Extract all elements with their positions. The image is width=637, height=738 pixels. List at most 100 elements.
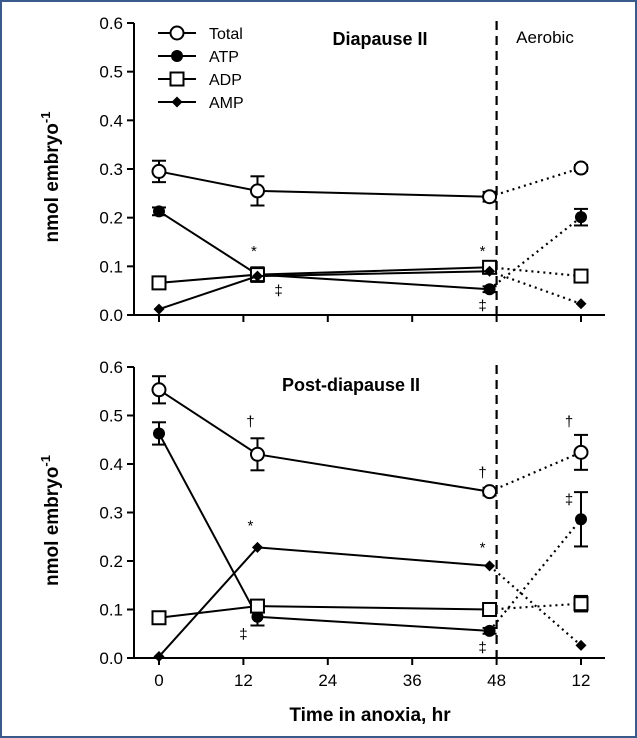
marker-filled-diamond [484,560,496,572]
marker-filled-diamond [153,303,165,315]
y-tick-label: 0.5 [99,63,123,82]
series-line [158,546,490,658]
series-line [158,170,490,198]
significance-mark: † [478,465,486,482]
x-tick-label: 12 [572,671,591,690]
marker-open-circle [249,446,265,462]
y-axis-label-sup: -1 [38,112,53,124]
series-recovery-line [488,565,582,647]
x-tick-label: 12 [234,671,253,690]
marker-open-circle [249,183,265,199]
marker-open-circle [169,25,185,41]
significance-mark: * [248,518,254,535]
y-tick-label: 0.2 [99,209,123,228]
legend-label: AMP [209,95,244,112]
significance-mark: * [251,243,257,260]
marker-filled-circle [251,610,264,623]
panel-title: Diapause II [332,29,427,49]
marker-filled-diamond [251,270,263,282]
marker-filled-circle [575,211,587,224]
y-tick-label: 0.5 [99,407,123,426]
y-tick-label: 0.6 [99,14,123,33]
marker-open-circle [482,484,498,500]
series-amp [153,541,587,663]
series-recovery-line [489,266,582,278]
marker-open-circle [151,382,167,398]
marker-open-circle [573,160,589,176]
series-recovery-line [488,216,582,291]
marker-filled-diamond [171,96,183,108]
series-recovery-line [489,270,582,305]
significance-mark: ‡ [565,491,573,508]
legend: Total ATP ADP AMP [158,25,244,112]
aerobic-label: Aerobic [516,28,574,47]
marker-open-circle [573,444,589,460]
marker-open-square [151,610,167,626]
series-line [158,270,490,311]
marker-filled-diamond [575,298,587,310]
marker-filled-diamond [153,651,165,663]
marker-filled-diamond [575,639,587,651]
marker-filled-diamond [484,265,496,277]
x-tick-label: 24 [318,671,337,690]
significance-mark: ‡ [239,626,247,643]
marker-open-square [573,268,589,284]
x-tick-label: 0 [154,671,163,690]
significance-mark: * [480,539,486,556]
series-recovery-line [489,451,582,493]
series-line [158,605,490,619]
marker-open-circle [482,189,498,205]
y-tick-label: 0.4 [99,111,123,130]
panel-title: Post-diapause II [282,375,420,395]
significance-mark: † [246,413,254,430]
significance-mark: * [480,243,486,260]
legend-label: ADP [209,72,242,89]
marker-filled-circle [575,513,587,526]
series-atp [152,421,588,637]
legend-label: Total [209,26,243,43]
y-axis-label: nmol embryo-1 [38,455,63,586]
marker-filled-circle [483,624,496,637]
x-tick-label: 48 [487,671,506,690]
y-axis-label-text: nmol embryo [42,467,63,586]
series-atp [152,205,588,296]
marker-filled-circle [483,283,496,296]
legend-label: ATP [209,49,239,66]
x-tick-label: 36 [403,671,422,690]
series-total [151,159,589,207]
marker-open-square [482,602,498,617]
y-tick-label: 0.4 [99,455,123,474]
series-recovery-line [489,166,582,198]
panel-2: 0.0 0.1 0.2 0.3 0.4 0.5 0.6 0 12 24 36 48 12 nmol emb… [38,358,605,690]
significance-mark: † [565,413,573,430]
series-amp [153,265,587,315]
marker-filled-circle [171,50,183,62]
significance-mark: ‡ [274,283,282,300]
panel-1: 0.0 0.1 0.2 0.3 0.4 0.5 0.6 nmol embryo-1 Diapau… [38,14,605,325]
y-axis-label-sup: -1 [38,455,53,467]
marker-open-square [573,596,589,612]
series-recovery-line [488,518,582,632]
marker-filled-circle [153,427,165,440]
x-axis-label: Time in anoxia, hr [289,705,451,726]
y-tick-label: 0.3 [99,504,123,523]
marker-open-square [169,71,185,87]
marker-open-circle [151,163,167,179]
series-line [158,210,490,291]
marker-filled-diamond [251,541,263,553]
significance-mark: ‡ [478,639,486,656]
y-tick-label: 0.3 [99,160,123,179]
marker-open-square [151,275,167,291]
marker-open-square [249,598,265,614]
y-tick-label: 0.1 [99,257,123,276]
y-axis-label: nmol embryo-1 [38,112,63,243]
series-total [151,375,589,500]
series-adp [151,594,589,626]
series-line [158,388,490,493]
y-tick-label: 0.1 [99,601,123,620]
y-axis-label-text: nmol embryo [42,123,63,242]
y-tick-label: 0.0 [99,306,123,325]
y-tick-label: 0.2 [99,552,123,571]
